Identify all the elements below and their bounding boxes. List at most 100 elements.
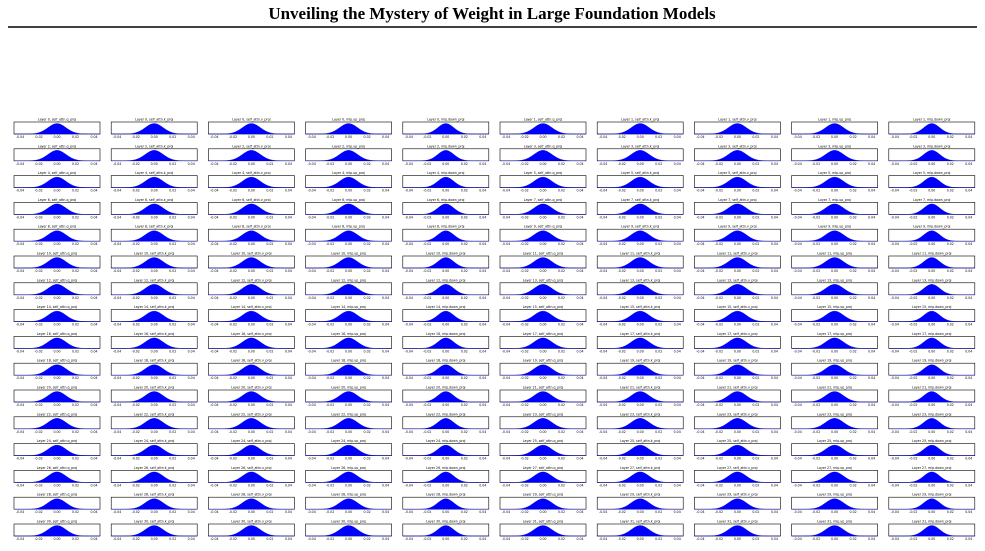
x-tick-label: -0.04: [113, 349, 121, 353]
x-tick-label: 0.00: [345, 510, 352, 514]
x-tick-label: 0.04: [382, 215, 389, 219]
x-tick-label: -0.02: [812, 189, 820, 193]
histogram-shape: [208, 418, 295, 429]
x-tick-label: -0.02: [618, 323, 626, 327]
panel-title: Layer 6, self_attn.q_proj: [38, 198, 76, 202]
x-tick-label: -0.02: [326, 189, 334, 193]
panel-title: Layer 16, self_attn.k_proj: [134, 332, 174, 336]
panel-title: Layer 0, self_attn.v_proj: [232, 118, 270, 122]
x-tick-label: -0.04: [113, 323, 121, 327]
histogram-shape: [14, 364, 100, 376]
x-tick-label: 0.02: [266, 323, 273, 327]
panel-title: Layer 23, self_attn.k_proj: [620, 412, 660, 416]
x-tick-label: -0.04: [891, 323, 899, 327]
x-tick-label: -0.02: [715, 189, 723, 193]
x-tick-label: -0.04: [113, 215, 121, 219]
panel-title: Layer 8, self_attn.v_proj: [232, 225, 270, 229]
histogram-shape: [694, 257, 781, 269]
x-tick-label: -0.02: [812, 376, 820, 380]
panel-title: Layer 8, mlp.down_proj: [427, 225, 464, 229]
x-tick-label: -0.02: [618, 430, 626, 434]
panel-title: Layer 15, self_attn.k_proj: [620, 305, 660, 309]
x-tick-label: -0.02: [618, 189, 626, 193]
x-tick-label: 0.04: [285, 269, 292, 273]
x-tick-label: -0.04: [793, 403, 801, 407]
panel-title: Layer 19, self_attn.v_proj: [717, 359, 757, 363]
x-tick-label: 0.00: [734, 296, 741, 300]
x-tick-label: 0.02: [266, 135, 273, 139]
x-tick-label: 0.04: [576, 323, 583, 327]
x-tick-label: 0.00: [637, 242, 644, 246]
x-tick-label: -0.02: [909, 269, 917, 273]
x-tick-label: 0.00: [53, 162, 60, 166]
histogram-shape: [694, 364, 781, 376]
x-tick-label: -0.04: [307, 430, 315, 434]
x-tick-label: 0.00: [151, 135, 158, 139]
x-tick-label: -0.02: [909, 135, 917, 139]
histogram-shape: [888, 418, 975, 429]
histogram-shape: [888, 284, 975, 295]
x-tick-label: -0.04: [16, 323, 24, 327]
histogram-shape: [791, 471, 878, 483]
x-tick-label: -0.04: [307, 483, 315, 487]
x-tick-label: 0.04: [285, 189, 292, 193]
x-tick-label: -0.04: [793, 483, 801, 487]
x-tick-label: 0.00: [248, 457, 255, 461]
histogram-shape: [208, 203, 295, 215]
panel-title: Layer 7, self_attn.v_proj: [718, 198, 756, 202]
x-tick-label: -0.02: [618, 403, 626, 407]
x-tick-label: 0.02: [72, 162, 79, 166]
histogram-shape: [791, 176, 878, 188]
x-tick-label: -0.02: [618, 349, 626, 353]
x-tick-label: 0.02: [461, 403, 468, 407]
x-tick-label: 0.04: [382, 242, 389, 246]
x-tick-label: 0.00: [831, 269, 838, 273]
x-tick-label: 0.04: [868, 537, 875, 541]
x-tick-label: -0.04: [307, 162, 315, 166]
histogram-shape: [111, 230, 198, 242]
x-tick-label: 0.02: [169, 483, 176, 487]
panel-title: Layer 9, self_attn.v_proj: [718, 225, 756, 229]
x-tick-label: -0.02: [715, 510, 723, 514]
x-tick-label: 0.04: [965, 457, 972, 461]
histogram-shape: [888, 391, 975, 403]
x-tick-label: -0.02: [423, 189, 431, 193]
x-tick-label: 0.04: [771, 403, 778, 407]
panel-title: Layer 26, self_attn.k_proj: [134, 466, 174, 470]
histogram-shape: [402, 525, 489, 537]
histogram-shape: [402, 257, 489, 269]
panel-title: Layer 1, mlp.up_proj: [818, 118, 851, 122]
x-tick-label: 0.02: [364, 403, 371, 407]
histogram-shape: [305, 444, 392, 456]
x-tick-label: 0.00: [539, 162, 546, 166]
histogram-shape: [597, 310, 684, 322]
x-tick-label: 0.02: [169, 269, 176, 273]
x-tick-label: 0.04: [285, 430, 292, 434]
x-tick-label: -0.02: [812, 162, 820, 166]
x-tick-label: 0.04: [285, 349, 292, 353]
panel-title: Layer 21, self_attn.k_proj: [620, 386, 660, 390]
histogram-shape: [111, 498, 198, 510]
x-tick-label: 0.02: [558, 296, 565, 300]
x-tick-label: -0.04: [113, 135, 121, 139]
panel-title: Layer 26, mlp.down_proj: [426, 466, 465, 470]
panel-title: Layer 31, mlp.up_proj: [817, 520, 852, 524]
x-tick-label: 0.00: [345, 215, 352, 219]
x-tick-label: 0.04: [771, 376, 778, 380]
histogram-shape: [402, 284, 489, 295]
x-tick-label: -0.02: [326, 430, 334, 434]
x-tick-label: 0.00: [734, 269, 741, 273]
x-tick-label: -0.02: [618, 215, 626, 219]
panel-title: Layer 3, mlp.up_proj: [818, 144, 851, 148]
x-tick-label: 0.00: [734, 403, 741, 407]
panel-title: Layer 26, self_attn.v_proj: [231, 466, 271, 470]
histogram-shape: [402, 444, 489, 456]
x-tick-label: 0.00: [151, 537, 158, 541]
histogram-shape: [305, 123, 392, 135]
x-tick-label: -0.02: [132, 403, 140, 407]
x-tick-label: 0.00: [442, 135, 449, 139]
x-tick-label: -0.02: [34, 189, 42, 193]
x-tick-label: 0.02: [266, 349, 273, 353]
x-tick-label: 0.02: [655, 430, 662, 434]
x-tick-label: 0.04: [382, 296, 389, 300]
